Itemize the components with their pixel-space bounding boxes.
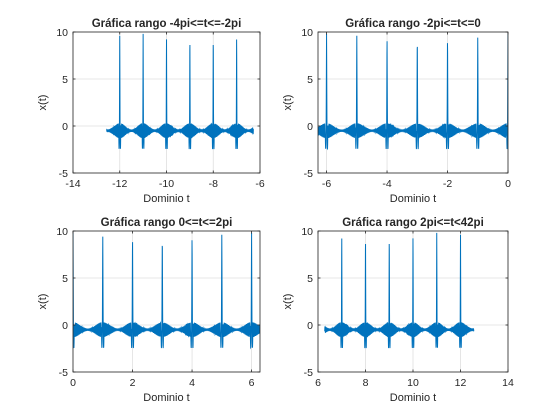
- x-tick-label: 4: [189, 377, 195, 389]
- y-tick-label: 0: [307, 121, 313, 133]
- x-tick-label: 0: [70, 377, 76, 389]
- y-tick-label: 5: [62, 74, 68, 86]
- axes-box: [317, 31, 509, 174]
- subplot-1: -14 -12 -10 -8 -6 -5 0 5 10 Gráfica rango -4pi<=t…: [37, 18, 265, 205]
- x-tick-label: 6: [249, 377, 255, 389]
- y-tick-label: 5: [307, 273, 313, 285]
- series-line-1: [324, 232, 475, 349]
- chart-title: Gráfica rango 2pi<=t<42pi: [342, 217, 484, 229]
- x-tick-label: 10: [407, 377, 419, 389]
- chart-title: Gráfica rango -2pi<=t<=0: [345, 18, 481, 30]
- y-tick-label: -5: [304, 367, 313, 379]
- y-tick-label: -5: [59, 168, 68, 180]
- x-tick-label: -12: [112, 178, 127, 190]
- x-tick-label: 2: [130, 377, 136, 389]
- x-tick-label: 6: [315, 377, 321, 389]
- y-tick-label: 0: [62, 320, 68, 332]
- x-tick-label: 14: [502, 377, 514, 389]
- axes-box: [72, 230, 261, 373]
- y-tick-label: 10: [301, 226, 313, 238]
- x-axis-label: Dominio t: [143, 193, 189, 205]
- x-axis-label: Dominio t: [143, 392, 189, 404]
- y-tick-label: 0: [62, 121, 68, 133]
- y-axis-label: x(t): [282, 294, 294, 310]
- series-line-1: [318, 32, 508, 151]
- y-tick-label: -5: [59, 367, 68, 379]
- series-line-1: [106, 33, 254, 150]
- y-tick-label: 10: [301, 27, 313, 39]
- y-axis-label: x(t): [282, 95, 294, 111]
- series-line-1: [73, 231, 260, 350]
- x-tick-label: 8: [363, 377, 369, 389]
- chart-title: Gráfica rango -4pi<=t<=-2pi: [92, 18, 242, 30]
- x-tick-label: -6: [255, 178, 264, 190]
- y-tick-label: -5: [304, 168, 313, 180]
- y-tick-label: 0: [307, 320, 313, 332]
- x-tick-label: -10: [159, 178, 174, 190]
- x-tick-label: -8: [209, 178, 218, 190]
- plot-area: [73, 231, 260, 372]
- x-axis-label: Dominio t: [390, 392, 436, 404]
- x-tick-label: -14: [65, 178, 80, 190]
- y-tick-label: 10: [56, 226, 68, 238]
- subplot-4: 6 8 10 12 14 -5 0 5 10 Gráfica rango 2pi<=t<42pi D…: [282, 217, 514, 404]
- x-tick-label: -4: [382, 178, 391, 190]
- y-axis-label: x(t): [37, 294, 49, 310]
- chart-title: Gráfica rango 0<=t<=2pi: [101, 217, 233, 229]
- x-tick-label: 0: [505, 178, 511, 190]
- y-tick-label: 5: [62, 273, 68, 285]
- y-tick-label: 5: [307, 74, 313, 86]
- x-tick-label: -2: [443, 178, 452, 190]
- x-axis-label: Dominio t: [390, 193, 436, 205]
- y-tick-label: 10: [56, 27, 68, 39]
- y-axis-label: x(t): [37, 95, 49, 111]
- x-tick-label: -6: [322, 178, 331, 190]
- x-tick-label: 12: [455, 377, 467, 389]
- plot-area: [318, 32, 508, 173]
- subplot-2: -6 -4 -2 0 -5 0 5 10 Gráfica rango -2pi<=t<=0 Dom…: [282, 18, 511, 205]
